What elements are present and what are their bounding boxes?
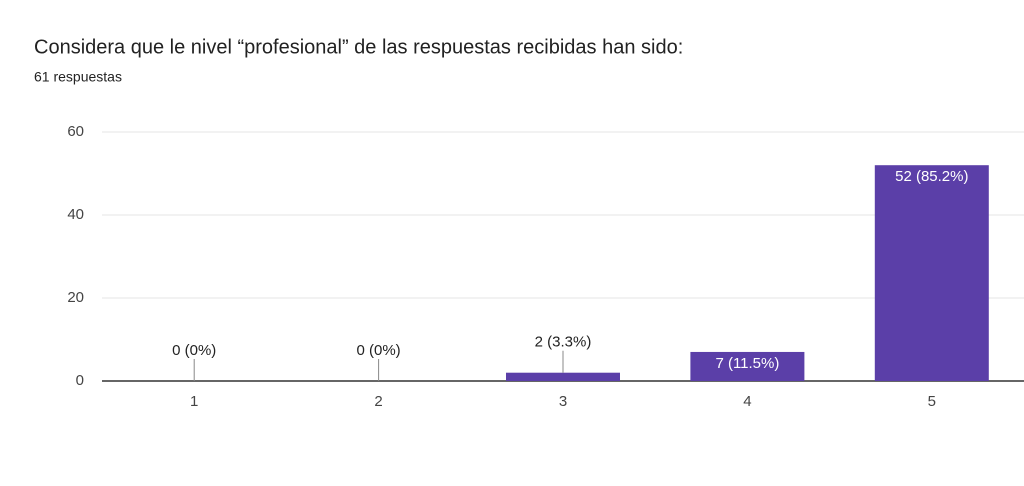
data-label: 0 (0%) [172,342,216,359]
data-label: 0 (0%) [357,342,401,359]
chart-title: Considera que le nivel “profesional” de … [34,36,683,58]
y-tick-label: 60 [67,123,84,140]
chart-subtitle: 61 respuestas [34,69,122,85]
x-tick-label: 1 [190,393,198,410]
data-label: 52 (85.2%) [895,168,968,185]
data-label: 7 (11.5%) [715,355,779,372]
y-tick-label: 0 [76,372,84,389]
x-tick-label: 4 [743,393,751,410]
x-tick-label: 5 [928,393,936,410]
y-tick-label: 20 [67,289,84,306]
bar [874,165,989,381]
y-tick-label: 40 [67,206,84,223]
data-label: 2 (3.3%) [535,334,592,351]
x-tick-label: 2 [374,393,382,410]
bar [506,372,620,381]
x-tick-label: 3 [559,393,567,410]
bar [690,351,805,381]
